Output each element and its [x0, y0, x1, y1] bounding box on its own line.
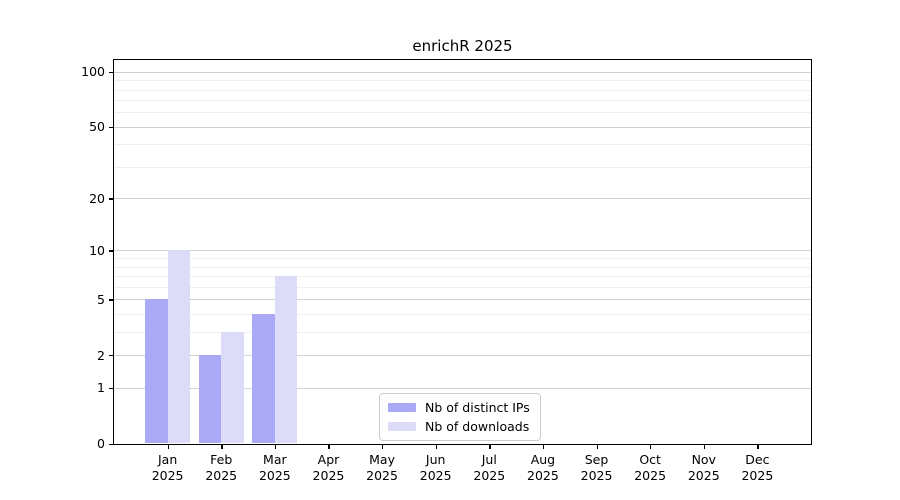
chart-title: enrichR 2025	[412, 37, 513, 55]
x-tick-mark	[274, 444, 277, 449]
gridline-major	[114, 198, 811, 200]
x-tick-label-year: 2025	[312, 468, 345, 483]
x-tick-label-year: 2025	[151, 468, 184, 483]
y-tick-label: 5	[97, 291, 105, 307]
x-tick-mark	[221, 444, 223, 449]
x-tick-mark	[650, 444, 652, 449]
y-tick-label: 10	[89, 242, 105, 258]
bar-jan-downloads	[167, 250, 191, 444]
gridline-minor	[114, 80, 811, 82]
y-tick-label: 100	[81, 64, 105, 80]
gridline-major	[114, 355, 811, 357]
legend: Nb of distinct IPs Nb of downloads	[379, 393, 541, 441]
legend-swatch-downloads-icon	[388, 422, 416, 431]
x-tick-mark	[167, 444, 169, 449]
x-tick-label-year: 2025	[473, 468, 506, 483]
x-tick-label-year: 2025	[634, 468, 667, 483]
gridline-major	[114, 250, 811, 252]
x-tick-label-month: May	[369, 452, 395, 467]
x-tick-label-year: 2025	[366, 468, 398, 483]
y-tick-mark	[109, 387, 114, 389]
y-tick-mark	[109, 126, 114, 129]
x-tick-label-month: Apr	[317, 452, 340, 467]
x-tick-label-month: Oct	[639, 452, 661, 467]
x-tick-label-month: Jun	[425, 452, 446, 467]
y-tick-label: 0	[97, 436, 105, 451]
x-tick-label-year: 2025	[687, 468, 720, 483]
legend-entry-downloads: Nb of downloads	[388, 419, 530, 434]
y-tick-label: 2	[97, 347, 105, 363]
x-tick-label-month: Aug	[530, 452, 556, 467]
gridline-minor	[114, 331, 811, 333]
x-tick-label-month: Sep	[584, 452, 609, 467]
x-tick-label-month: Feb	[210, 452, 233, 467]
bar-mar-distinct-ips	[252, 313, 275, 444]
x-tick-label-month: Mar	[263, 452, 287, 467]
x-tick-mark	[489, 444, 491, 449]
gridline-minor	[114, 100, 811, 102]
legend-entry-distinct-ips: Nb of distinct IPs	[388, 400, 530, 415]
x-tick-label-year: 2025	[205, 468, 238, 483]
y-tick-mark	[109, 299, 114, 301]
x-tick-mark	[435, 444, 437, 449]
y-tick-mark	[109, 443, 114, 445]
x-tick-mark	[703, 444, 706, 449]
x-tick-label-month: Jan	[157, 452, 178, 467]
gridline-major	[114, 387, 811, 389]
x-tick-mark	[328, 444, 330, 449]
gridline-minor	[114, 144, 811, 146]
gridline-minor	[114, 286, 811, 288]
gridline-major	[114, 126, 811, 128]
x-tick-mark	[542, 444, 545, 449]
plot-spine-top	[114, 58, 813, 60]
x-tick-label-year: 2025	[580, 468, 613, 483]
y-tick-mark	[109, 250, 114, 252]
gridline-minor	[114, 313, 811, 315]
x-tick-label-month: Nov	[691, 452, 716, 467]
legend-swatch-distinct-ips-icon	[388, 403, 416, 412]
plot-spine-right	[811, 58, 813, 445]
bar-feb-downloads	[221, 331, 244, 444]
x-tick-label-year: 2025	[258, 468, 291, 483]
x-tick-label-year: 2025	[419, 468, 452, 483]
gridline-minor	[114, 276, 811, 278]
legend-label-distinct-ips: Nb of distinct IPs	[425, 400, 530, 415]
gridline-minor	[114, 89, 811, 91]
gridline-minor	[114, 166, 811, 168]
y-tick-mark	[109, 198, 114, 200]
legend-label-downloads: Nb of downloads	[425, 419, 530, 434]
gridline-minor	[114, 266, 811, 268]
gridline-minor	[114, 258, 811, 260]
gridline-major	[114, 299, 811, 301]
x-tick-mark	[757, 444, 759, 449]
y-tick-label: 20	[89, 190, 105, 206]
x-tick-mark	[596, 444, 598, 449]
gridline-minor	[114, 112, 811, 114]
x-tick-label-year: 2025	[741, 468, 774, 483]
plot-spine-left	[112, 58, 114, 445]
y-tick-label: 50	[89, 119, 105, 135]
x-tick-mark	[382, 444, 384, 449]
y-tick-mark	[109, 71, 114, 74]
gridline-major	[114, 71, 811, 73]
x-tick-label-year: 2025	[527, 468, 559, 483]
y-tick-label: 1	[97, 380, 105, 396]
y-tick-mark	[109, 355, 114, 357]
bar-jan-distinct-ips	[145, 299, 168, 444]
bar-mar-downloads	[274, 276, 298, 444]
bar-feb-distinct-ips	[198, 355, 222, 444]
x-tick-label-month: Jul	[481, 452, 497, 467]
x-tick-label-month: Dec	[745, 452, 770, 467]
plot-spine-bottom	[114, 443, 813, 445]
